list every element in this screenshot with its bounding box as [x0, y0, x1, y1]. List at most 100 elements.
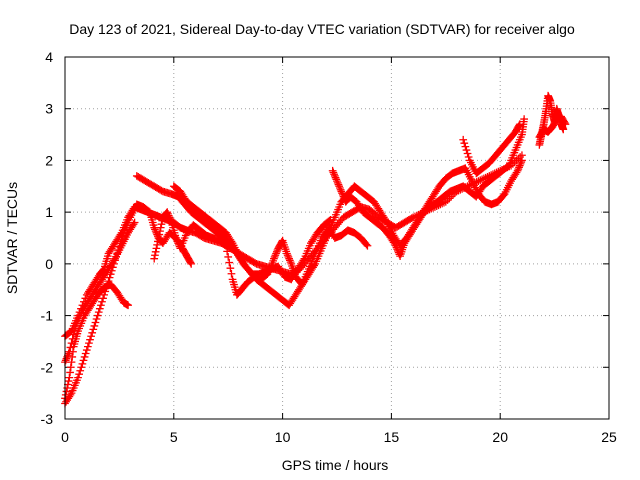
data-point [100, 291, 109, 299]
y-tick-label: 1 [45, 204, 53, 220]
data-point [154, 234, 163, 242]
data-point [87, 332, 95, 341]
data-point [76, 366, 85, 375]
data-point [156, 223, 165, 232]
data-point [86, 335, 94, 344]
data-point [77, 363, 86, 372]
data-point [518, 156, 526, 165]
x-tick-label: 5 [170, 429, 178, 445]
y-tick-label: 2 [45, 152, 53, 168]
data-point [67, 339, 76, 348]
data-point [221, 241, 229, 249]
y-tick-label: -2 [41, 359, 54, 375]
data-point [74, 373, 82, 382]
data-point [99, 294, 107, 303]
data-point [93, 311, 102, 320]
x-tick-label: 25 [601, 429, 617, 445]
data-point [157, 220, 166, 229]
data-point [66, 363, 75, 372]
data-point [75, 370, 83, 379]
series-track-l [61, 218, 139, 366]
x-tick-label: 20 [492, 429, 508, 445]
data-point [91, 318, 100, 327]
data-point [95, 304, 104, 313]
y-axis-label: SDTVAR / TECUs [4, 182, 20, 294]
data-point [561, 120, 570, 129]
data-point [461, 142, 470, 151]
data-point [66, 343, 75, 352]
data-point [88, 328, 97, 337]
data-point [153, 237, 162, 246]
data-point [226, 264, 235, 273]
data-point [463, 149, 472, 158]
data-point [153, 241, 161, 249]
data-point [65, 373, 74, 382]
data-point [362, 240, 371, 249]
data-point [70, 326, 79, 335]
y-tick-label: 0 [45, 256, 53, 272]
data-point [464, 153, 473, 161]
data-point [65, 347, 74, 356]
x-tick-label: 15 [384, 429, 400, 445]
x-tick-labels: 0 5 10 15 20 25 [61, 429, 617, 445]
x-axis-label: GPS time / hours [282, 457, 389, 473]
plot-frame [64, 56, 610, 420]
data-point [69, 330, 78, 339]
series-track-i [459, 120, 524, 178]
data-point [325, 216, 334, 225]
y-tick-label: 3 [45, 101, 53, 117]
data-point [79, 356, 88, 365]
data-point [515, 121, 523, 130]
data-point [151, 247, 160, 256]
data-point [150, 254, 159, 263]
data-point [152, 244, 161, 253]
data-point [158, 216, 167, 225]
data-point [61, 391, 70, 399]
data-point [151, 251, 159, 260]
data-point [130, 218, 139, 227]
data-point [62, 387, 71, 396]
series-track-e [169, 182, 335, 284]
data-point [224, 253, 233, 261]
data-point [186, 258, 195, 267]
x-tick-label: 10 [275, 429, 291, 445]
data-point [89, 325, 98, 334]
data-point [155, 230, 164, 239]
data-point [97, 301, 105, 310]
data-point [560, 119, 569, 127]
data-point [92, 315, 101, 323]
data-series [61, 91, 570, 408]
data-point [222, 241, 230, 250]
axis-ticks [64, 56, 610, 420]
data-point [64, 380, 72, 389]
data-point [94, 308, 103, 316]
y-tick-labels: -3 -2 -1 0 1 2 3 4 [41, 49, 54, 427]
data-point [80, 353, 89, 361]
data-point [105, 273, 114, 282]
series-track-g [265, 223, 372, 289]
data-point [83, 342, 92, 351]
data-point [459, 135, 468, 144]
y-tick-label: -1 [41, 308, 54, 324]
data-point [85, 339, 93, 348]
data-point [460, 139, 469, 148]
data-point [67, 358, 76, 366]
data-point [82, 346, 91, 354]
chart-title: Day 123 of 2021, Sidereal Day-to-day VTE… [69, 21, 575, 37]
data-point [124, 301, 132, 310]
y-tick-label: 4 [45, 49, 53, 65]
data-point [157, 186, 166, 195]
x-tick-label: 0 [61, 429, 69, 445]
data-point [251, 259, 259, 267]
data-point [223, 247, 231, 256]
data-point [81, 349, 90, 358]
series-track-h [328, 115, 528, 260]
y-tick-label: -3 [41, 411, 54, 427]
data-point [225, 258, 234, 267]
data-point [68, 334, 77, 343]
data-point [262, 271, 271, 279]
data-point [559, 125, 568, 134]
data-point [326, 216, 335, 224]
data-point [187, 260, 196, 268]
